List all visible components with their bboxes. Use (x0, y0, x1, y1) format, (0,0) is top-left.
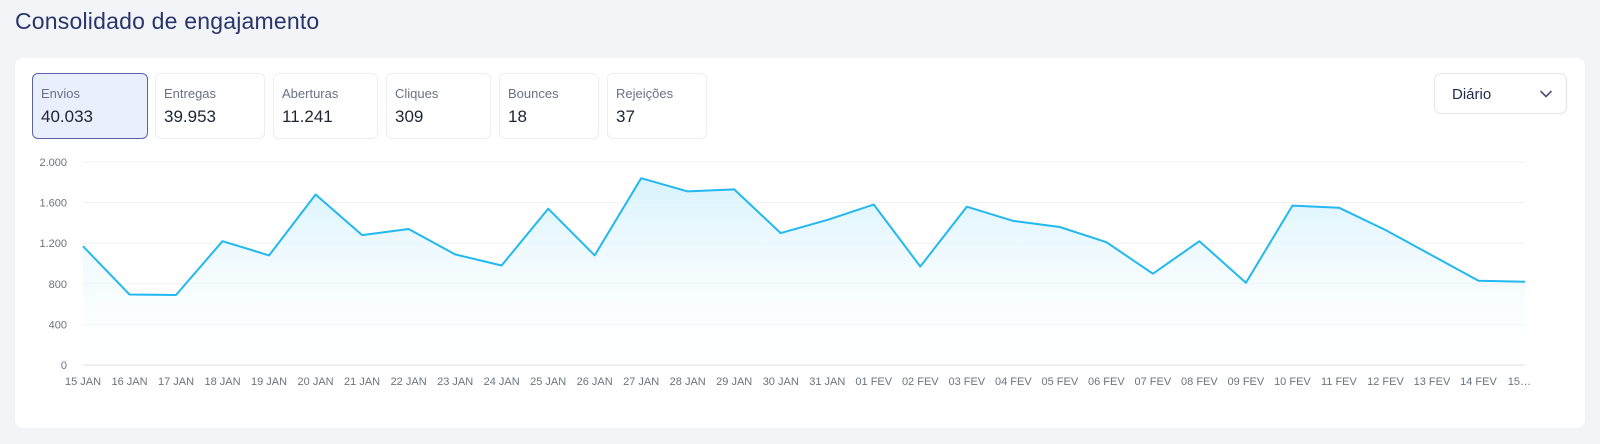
x-tick-label: 23 JAN (437, 376, 473, 388)
data-point[interactable] (220, 238, 226, 244)
data-point[interactable] (1475, 278, 1481, 284)
metric-label: Aberturas (282, 86, 339, 101)
data-point[interactable] (1336, 205, 1342, 211)
x-tick-label: 11 FEV (1321, 376, 1358, 388)
x-tick-label: 22 JAN (391, 376, 427, 388)
x-tick-label: 14 FEV (1460, 376, 1497, 388)
data-point[interactable] (173, 292, 179, 298)
metric-value: 309 (395, 107, 424, 126)
data-point[interactable] (778, 230, 784, 236)
data-point[interactable] (545, 206, 551, 212)
x-tick-label: 12 FEV (1367, 376, 1404, 388)
y-tick-label: 800 (49, 279, 67, 291)
metric-value: 39.953 (164, 107, 216, 126)
x-tick-label: 30 JAN (763, 376, 799, 388)
x-tick-label: 29 JAN (716, 376, 752, 388)
x-tick-label: 25 JAN (530, 376, 566, 388)
data-point[interactable] (917, 264, 923, 270)
engagement-card: 0 400 800 1.200 1.600 2.000 15 JAN 16 JAN 17 JA… (15, 58, 1585, 428)
data-point[interactable] (80, 243, 86, 249)
y-tick-label: 1.600 (39, 198, 67, 210)
metric-label: Bounces (508, 86, 559, 101)
x-tick-label: 16 JAN (111, 376, 147, 388)
x-tick-label: 24 JAN (484, 376, 520, 388)
metric-tab-entregas[interactable]: Entregas 39.953 (155, 73, 265, 139)
x-tick-label: 28 JAN (670, 376, 706, 388)
data-point[interactable] (592, 252, 598, 258)
chevron-down-icon (1540, 90, 1552, 98)
data-point[interactable] (127, 291, 133, 297)
period-select-value: Diário (1452, 86, 1492, 103)
x-tick-label: 31 JAN (809, 376, 845, 388)
x-tick-label: 05 FEV (1041, 376, 1078, 388)
data-point[interactable] (824, 217, 830, 223)
metric-value: 37 (616, 107, 635, 126)
data-point[interactable] (964, 204, 970, 210)
metric-tab-cliques[interactable]: Cliques 309 (386, 73, 491, 139)
x-tick-label: 06 FEV (1088, 376, 1125, 388)
data-point[interactable] (1057, 224, 1063, 230)
x-tick-label: 19 JAN (251, 376, 287, 388)
metric-label: Entregas (164, 86, 217, 101)
metric-tab-aberturas[interactable]: Aberturas 11.241 (273, 73, 378, 139)
y-tick-label: 2.000 (39, 157, 67, 169)
x-tick-label: 10 FEV (1274, 376, 1311, 388)
x-tick-label: 20 JAN (298, 376, 334, 388)
metric-value: 11.241 (282, 107, 333, 126)
data-point[interactable] (499, 263, 505, 269)
metric-label: Cliques (395, 86, 439, 101)
metric-tab-envios[interactable]: Envios 40.033 (32, 73, 148, 139)
metric-tab-rejeicoes[interactable]: Rejeições 37 (607, 73, 707, 139)
x-tick-label: 13 FEV (1414, 376, 1451, 388)
data-point[interactable] (871, 202, 877, 208)
data-point[interactable] (1429, 252, 1435, 258)
data-point[interactable] (313, 191, 319, 197)
data-point[interactable] (638, 175, 644, 181)
x-tick-label: 18 JAN (205, 376, 241, 388)
x-tick-label: 21 JAN (344, 376, 380, 388)
x-tick-label: 17 JAN (158, 376, 194, 388)
data-point[interactable] (359, 232, 365, 238)
engagement-chart: 0 400 800 1.200 1.600 2.000 15 JAN 16 JAN 17 JA… (39, 157, 1531, 388)
page-title: Consolidado de engajamento (15, 8, 320, 34)
metric-label: Envios (41, 86, 81, 101)
data-point[interactable] (452, 251, 458, 257)
x-tick-label: 07 FEV (1135, 376, 1172, 388)
data-point[interactable] (685, 188, 691, 194)
metric-label: Rejeições (616, 86, 674, 101)
data-point[interactable] (1150, 271, 1156, 277)
x-tick-label: 09 FEV (1228, 376, 1265, 388)
series-line[interactable] (82, 177, 1526, 296)
x-tick-label: 02 FEV (902, 376, 939, 388)
data-point[interactable] (406, 226, 412, 232)
metric-tab-bounces[interactable]: Bounces 18 (499, 73, 599, 139)
series-area (83, 178, 1525, 365)
data-point[interactable] (1196, 238, 1202, 244)
y-tick-label: 400 (49, 319, 67, 331)
x-tick-label: 26 JAN (577, 376, 613, 388)
x-tick-label: 04 FEV (995, 376, 1032, 388)
data-point[interactable] (1103, 239, 1109, 245)
y-tick-label: 1.200 (39, 238, 67, 250)
x-tick-label: 15… (1508, 376, 1531, 388)
x-tick-label: 03 FEV (948, 376, 985, 388)
data-point[interactable] (1289, 203, 1295, 209)
y-tick-label: 0 (61, 360, 67, 372)
data-point[interactable] (1010, 218, 1016, 224)
data-point[interactable] (731, 186, 737, 192)
period-select[interactable]: Diário (1434, 73, 1567, 114)
x-tick-label: 15 JAN (65, 376, 101, 388)
data-point[interactable] (1382, 227, 1388, 233)
metric-value: 18 (508, 107, 527, 126)
data-point[interactable] (1243, 280, 1249, 286)
data-point[interactable] (1522, 279, 1528, 285)
x-tick-label: 08 FEV (1181, 376, 1218, 388)
x-tick-label: 01 FEV (855, 376, 892, 388)
metric-value: 40.033 (41, 107, 93, 126)
data-point[interactable] (266, 252, 272, 258)
x-tick-label: 27 JAN (623, 376, 659, 388)
